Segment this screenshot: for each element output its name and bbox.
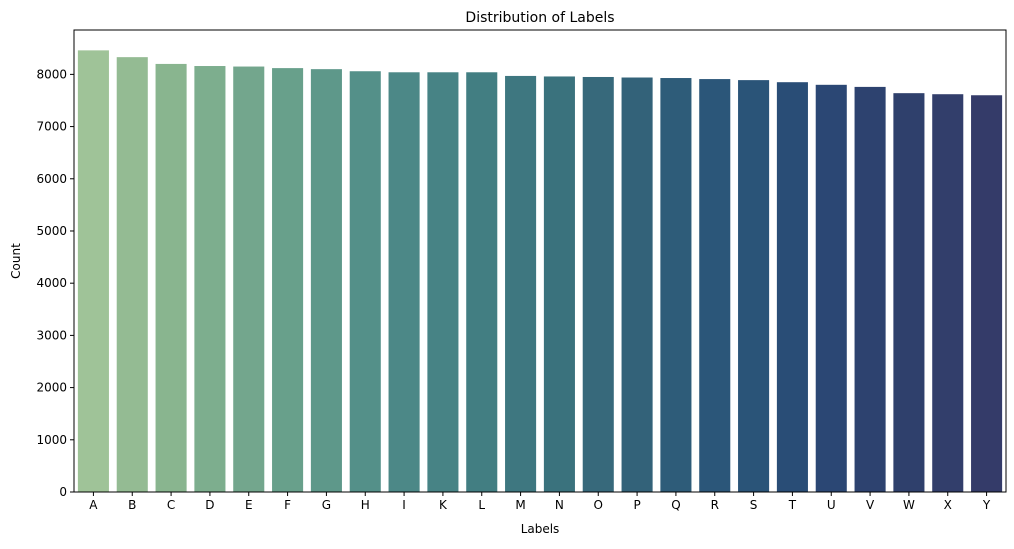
- x-tick-label: T: [788, 498, 797, 512]
- x-tick-label: H: [361, 498, 370, 512]
- bar-C: [155, 63, 187, 493]
- x-tick-label: I: [402, 498, 406, 512]
- x-tick-label: U: [827, 498, 836, 512]
- bar-U: [815, 84, 847, 492]
- x-tick-label: L: [478, 498, 485, 512]
- x-tick-label: O: [594, 498, 603, 512]
- y-tick-label: 4000: [36, 276, 67, 290]
- x-tick-label: A: [89, 498, 98, 512]
- x-tick-label: K: [439, 498, 448, 512]
- y-tick-label: 5000: [36, 224, 67, 238]
- bar-P: [621, 77, 653, 492]
- y-axis-label: Count: [9, 243, 23, 279]
- y-tick-label: 3000: [36, 328, 67, 342]
- x-tick-label: P: [633, 498, 640, 512]
- x-tick-label: E: [245, 498, 253, 512]
- bar-V: [854, 86, 886, 493]
- x-tick-label: B: [128, 498, 136, 512]
- bar-F: [272, 68, 304, 493]
- bar-L: [466, 72, 498, 492]
- y-tick-label: 6000: [36, 172, 67, 186]
- bar-X: [932, 94, 964, 493]
- x-tick-label: Q: [671, 498, 680, 512]
- y-tick-label: 0: [59, 485, 67, 499]
- x-tick-label: C: [167, 498, 175, 512]
- bar-D: [194, 66, 226, 493]
- x-tick-label: S: [750, 498, 758, 512]
- x-tick-label: D: [205, 498, 214, 512]
- bar-W: [893, 93, 925, 493]
- x-tick-label: F: [284, 498, 291, 512]
- bar-M: [505, 75, 537, 492]
- y-tick-label: 1000: [36, 433, 67, 447]
- bar-E: [233, 66, 265, 492]
- y-tick-label: 2000: [36, 381, 67, 395]
- x-tick-label: G: [322, 498, 331, 512]
- bar-R: [699, 79, 731, 492]
- bar-Y: [971, 95, 1003, 492]
- bar-N: [543, 76, 575, 493]
- x-tick-label: R: [711, 498, 719, 512]
- bar-A: [77, 50, 109, 493]
- x-tick-label: X: [944, 498, 952, 512]
- bar-H: [349, 71, 381, 493]
- x-axis-label: Labels: [521, 522, 560, 536]
- bar-S: [738, 80, 770, 493]
- chart-title: Distribution of Labels: [465, 10, 614, 26]
- bar-I: [388, 72, 420, 492]
- bar-T: [776, 82, 808, 492]
- y-axis-ticks: 0 1000 2000 3000 4000 5000 6000 7000 8000: [36, 67, 74, 499]
- bars-layer: [77, 50, 1003, 493]
- y-tick-label: 8000: [36, 67, 67, 81]
- y-tick-label: 7000: [36, 120, 67, 134]
- bar-B: [116, 57, 148, 493]
- bar-G: [310, 69, 342, 493]
- bar-K: [427, 72, 459, 492]
- x-tick-label: V: [866, 498, 875, 512]
- x-tick-label: Y: [982, 498, 991, 512]
- bar-O: [582, 76, 614, 492]
- bar-Q: [660, 78, 692, 492]
- x-tick-label: M: [515, 498, 525, 512]
- x-tick-label: N: [555, 498, 564, 512]
- x-tick-label: W: [903, 498, 915, 512]
- plot-frame: [73, 29, 1007, 493]
